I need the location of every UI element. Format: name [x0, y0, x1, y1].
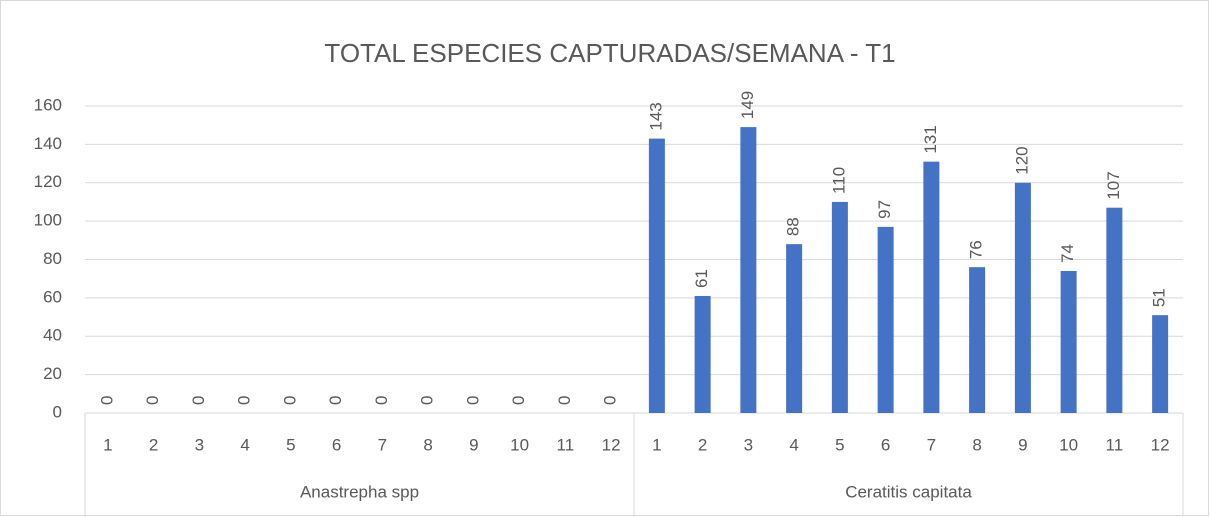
group-label: Anastrepha spp [300, 482, 419, 501]
y-tick-label: 120 [34, 172, 62, 191]
data-label: 0 [189, 396, 208, 405]
bar [740, 127, 757, 413]
y-tick-label: 0 [53, 402, 62, 421]
x-tick-label: 6 [881, 435, 890, 454]
x-tick-label: 7 [927, 435, 936, 454]
x-tick-label: 10 [510, 435, 529, 454]
data-label: 0 [463, 396, 482, 405]
x-tick-label: 10 [1059, 435, 1078, 454]
data-label: 0 [555, 396, 574, 405]
bar [969, 267, 986, 413]
x-tick-label: 8 [423, 435, 432, 454]
data-label: 0 [601, 396, 620, 405]
data-label: 0 [418, 396, 437, 405]
x-tick-label: 2 [698, 435, 707, 454]
data-label: 0 [372, 396, 391, 405]
bar [1060, 271, 1077, 413]
x-tick-label: 11 [1106, 435, 1124, 454]
data-label: 149 [738, 91, 757, 119]
data-label: 120 [1012, 146, 1031, 174]
data-label: 0 [326, 396, 345, 405]
bar [1152, 315, 1169, 413]
y-tick-label: 160 [34, 95, 62, 114]
y-tick-label: 140 [34, 134, 62, 153]
y-tick-label: 80 [43, 249, 62, 268]
bar [1014, 182, 1031, 413]
bar [1106, 207, 1123, 413]
bar [831, 201, 848, 413]
x-tick-label: 5 [835, 435, 844, 454]
group-label: Ceratitis capitata [845, 482, 972, 501]
x-tick-label: 12 [602, 435, 621, 454]
x-tick-label: 6 [332, 435, 341, 454]
y-tick-label: 100 [34, 211, 62, 230]
bar [877, 226, 894, 413]
y-tick-label: 20 [43, 364, 62, 383]
x-tick-label: 4 [240, 435, 249, 454]
data-label: 0 [143, 396, 162, 405]
data-label: 74 [1058, 244, 1077, 263]
x-tick-label: 4 [789, 435, 798, 454]
x-tick-label: 12 [1151, 435, 1170, 454]
bar [694, 295, 711, 413]
bar [786, 244, 803, 413]
data-label: 61 [692, 269, 711, 288]
data-label: 131 [921, 125, 940, 153]
data-label: 0 [97, 396, 116, 405]
x-tick-label: 3 [744, 435, 753, 454]
data-label: 51 [1150, 288, 1169, 307]
x-tick-label: 1 [652, 435, 661, 454]
y-tick-label: 40 [43, 326, 62, 345]
chart-title: TOTAL ESPECIES CAPTURADAS/SEMANA - T1 [324, 38, 895, 68]
x-tick-label: 7 [378, 435, 387, 454]
x-tick-label: 2 [149, 435, 158, 454]
x-tick-label: 3 [195, 435, 204, 454]
x-tick-label: 5 [286, 435, 295, 454]
data-label: 143 [646, 102, 665, 130]
x-tick-label: 9 [1018, 435, 1027, 454]
x-tick-label: 9 [469, 435, 478, 454]
data-label: 0 [280, 396, 299, 405]
data-label: 0 [509, 396, 528, 405]
data-label: 110 [829, 167, 848, 194]
bar [648, 138, 665, 413]
data-label: 0 [235, 396, 254, 405]
data-label: 107 [1104, 171, 1123, 199]
data-label: 97 [875, 200, 894, 219]
y-tick-label: 60 [43, 287, 62, 306]
bar [923, 161, 940, 413]
x-tick-label: 8 [972, 435, 981, 454]
x-tick-label: 1 [103, 435, 112, 454]
x-tick-label: 11 [557, 435, 575, 454]
data-label: 76 [967, 240, 986, 259]
data-label: 88 [784, 217, 803, 236]
